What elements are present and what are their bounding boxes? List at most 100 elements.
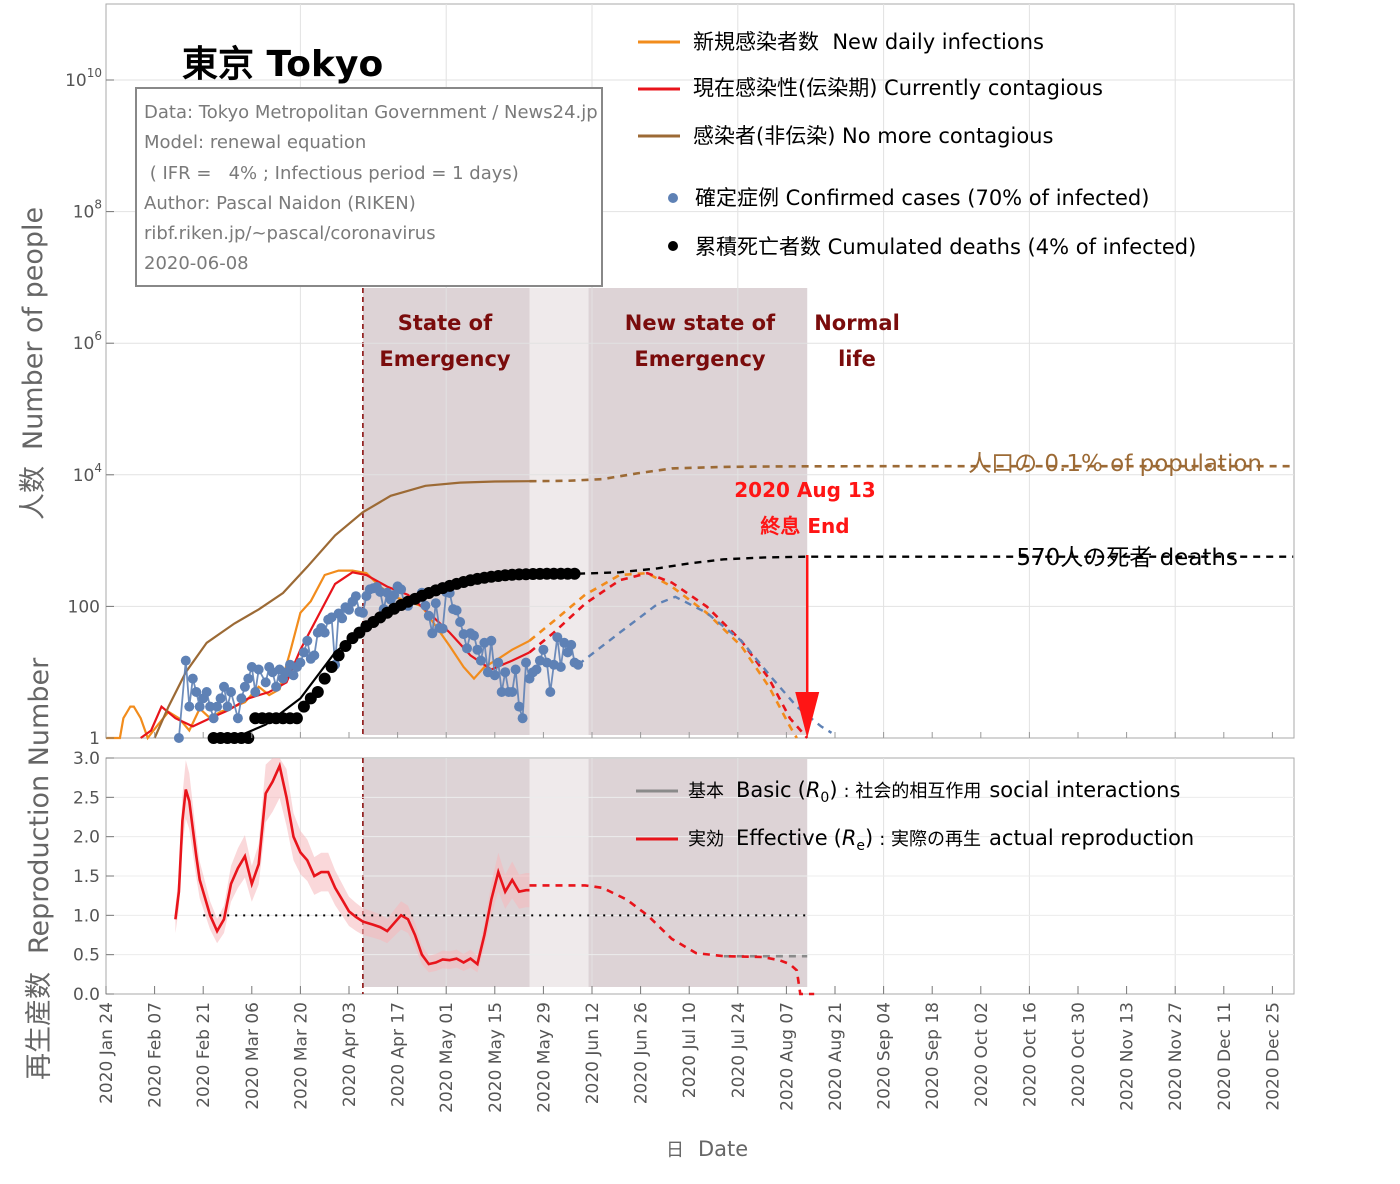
- y-tick-label: 1.0: [73, 906, 100, 926]
- case-point: [253, 664, 264, 675]
- y-tick-label: 0.0: [73, 985, 100, 1005]
- y-axis-title-jp: 人数: [18, 466, 49, 520]
- y-axis-title-en: Reproduction Number: [24, 657, 55, 954]
- info-box-line: 2020-06-08: [144, 253, 249, 274]
- x-axis-title: 日 Date: [666, 1137, 748, 1161]
- series-forecast: [529, 464, 1294, 483]
- series-line: [153, 480, 530, 739]
- x-tick-label: 2020 Nov 27: [1166, 1002, 1186, 1111]
- case-point: [472, 644, 483, 655]
- x-tick-label: 2020 Nov 13: [1118, 1002, 1138, 1111]
- x-tick-label: 2020 Mar 06: [243, 1002, 263, 1110]
- effective-r-line: [174, 761, 530, 967]
- legend-label: 累積死亡者数 Cumulated deaths (4% of infected): [695, 235, 1196, 259]
- death-point: [318, 672, 331, 685]
- x-tick-label: 2020 May 15: [486, 1002, 506, 1113]
- end-event-label: 2020 Aug 13 終息 End: [734, 478, 875, 538]
- end-date-label: 2020 Aug 13: [734, 478, 875, 502]
- case-point: [184, 701, 195, 712]
- y-tick-label: 2.0: [73, 828, 100, 848]
- x-tick-label: 2020 Feb 07: [146, 1002, 166, 1108]
- legend-desc-jp: : 実際の再生: [879, 829, 981, 850]
- legend-label: 新規感染者数 New daily infections: [693, 30, 1044, 54]
- case-point: [243, 673, 254, 684]
- case-point: [302, 635, 313, 646]
- series-forecast: [578, 555, 1294, 575]
- axes: 1 100 104 106 108 1010 0.0 0.5 1.0 1.5 2.0 2.5 3.0 20…: [65, 66, 1283, 1113]
- legend-desc-en: social interactions: [989, 778, 1180, 802]
- case-point: [489, 670, 500, 681]
- top-y-axis-title: 人数 Number of people: [18, 207, 49, 520]
- x-tick-label: 2020 Apr 03: [340, 1002, 360, 1107]
- legend-sym: R: [842, 826, 857, 850]
- case-point: [219, 681, 229, 692]
- case-point: [350, 591, 361, 602]
- legend-label: 実効 Effective (Re): 実際の再生 actual reproductio…: [688, 826, 1194, 854]
- case-point: [423, 610, 434, 621]
- case-point: [455, 617, 466, 627]
- info-box-frame: [135, 87, 603, 287]
- x-tick-label: 2020 Oct 30: [1069, 1002, 1089, 1107]
- series-forecast: [528, 571, 798, 739]
- case-point: [389, 590, 400, 600]
- y-axis-title-en: Number of people: [18, 207, 49, 450]
- x-tick-label: 2020 Apr 17: [389, 1002, 409, 1107]
- legend-top: 新規感染者数 New daily infections 現在感染性(伝染期) C…: [638, 30, 1196, 259]
- legend-label-jp: 基本: [688, 781, 724, 802]
- legend-label-en: Basic: [736, 778, 792, 802]
- gap-band: [529, 759, 589, 987]
- case-point: [420, 600, 431, 611]
- period-label: State of: [398, 311, 493, 335]
- y-tick-label: 2.5: [73, 788, 100, 808]
- x-tick-label: 2020 Jul 24: [729, 1002, 749, 1098]
- new-emergency-band: [588, 288, 808, 735]
- case-point: [298, 647, 309, 658]
- case-point: [344, 604, 354, 615]
- legend-marker-black: [668, 241, 678, 251]
- case-point: [430, 598, 441, 609]
- case-point: [427, 628, 438, 639]
- case-point: [212, 701, 223, 712]
- bottom-y-axis-title: 再生産数 Reproduction Number: [24, 657, 55, 1080]
- case-point: [486, 635, 497, 646]
- x-tick-label: 2020 Jun 12: [583, 1002, 603, 1104]
- period-labels: State of Emergency New state of Emergenc…: [379, 311, 899, 371]
- x-tick-label: 2020 Oct 16: [1020, 1002, 1040, 1107]
- y-axis-title: 再生産数 Reproduction Number: [24, 657, 55, 1080]
- y-tick-label: 1: [89, 729, 100, 749]
- x-tick-label: 2020 May 29: [534, 1002, 554, 1113]
- death-point: [242, 732, 255, 744]
- case-point: [493, 657, 504, 668]
- period-label: Normal: [814, 311, 900, 335]
- case-point: [451, 605, 462, 616]
- x-tick-label: 2020 Dec 25: [1263, 1002, 1283, 1111]
- case-point: [271, 681, 282, 692]
- case-point: [514, 701, 525, 712]
- case-point: [510, 664, 521, 675]
- case-point: [180, 655, 191, 666]
- y-tick-label: 0.5: [73, 946, 100, 966]
- case-point: [545, 687, 556, 697]
- legend-desc-en: actual reproduction: [989, 826, 1194, 850]
- case-point: [208, 713, 219, 724]
- case-point: [337, 613, 348, 624]
- end-arrow-head: [795, 692, 820, 738]
- death-point: [311, 686, 324, 698]
- legend-label: 感染者(非伝染) No more contagious: [693, 124, 1053, 148]
- end-label: 終息 End: [760, 514, 849, 538]
- legend-bottom: 基本 Basic (R0): 社会的相互作用 social interactions …: [636, 778, 1194, 854]
- population-annotation: 人口の 0.1% of population: [968, 451, 1262, 477]
- case-point: [496, 687, 507, 697]
- legend-sym: R: [806, 778, 821, 802]
- y-tick-label: 104: [73, 461, 102, 486]
- case-point: [250, 687, 261, 697]
- y-tick-label: 1.5: [73, 867, 100, 887]
- period-label: New state of: [625, 311, 776, 335]
- case-point: [191, 687, 202, 697]
- death-point: [332, 649, 345, 662]
- info-box-line: Model: renewal equation: [144, 132, 366, 153]
- x-tick-label: 2020 Oct 02: [972, 1002, 992, 1107]
- case-point: [260, 677, 271, 688]
- death-point: [568, 567, 581, 580]
- y-tick-label: 3.0: [73, 749, 100, 769]
